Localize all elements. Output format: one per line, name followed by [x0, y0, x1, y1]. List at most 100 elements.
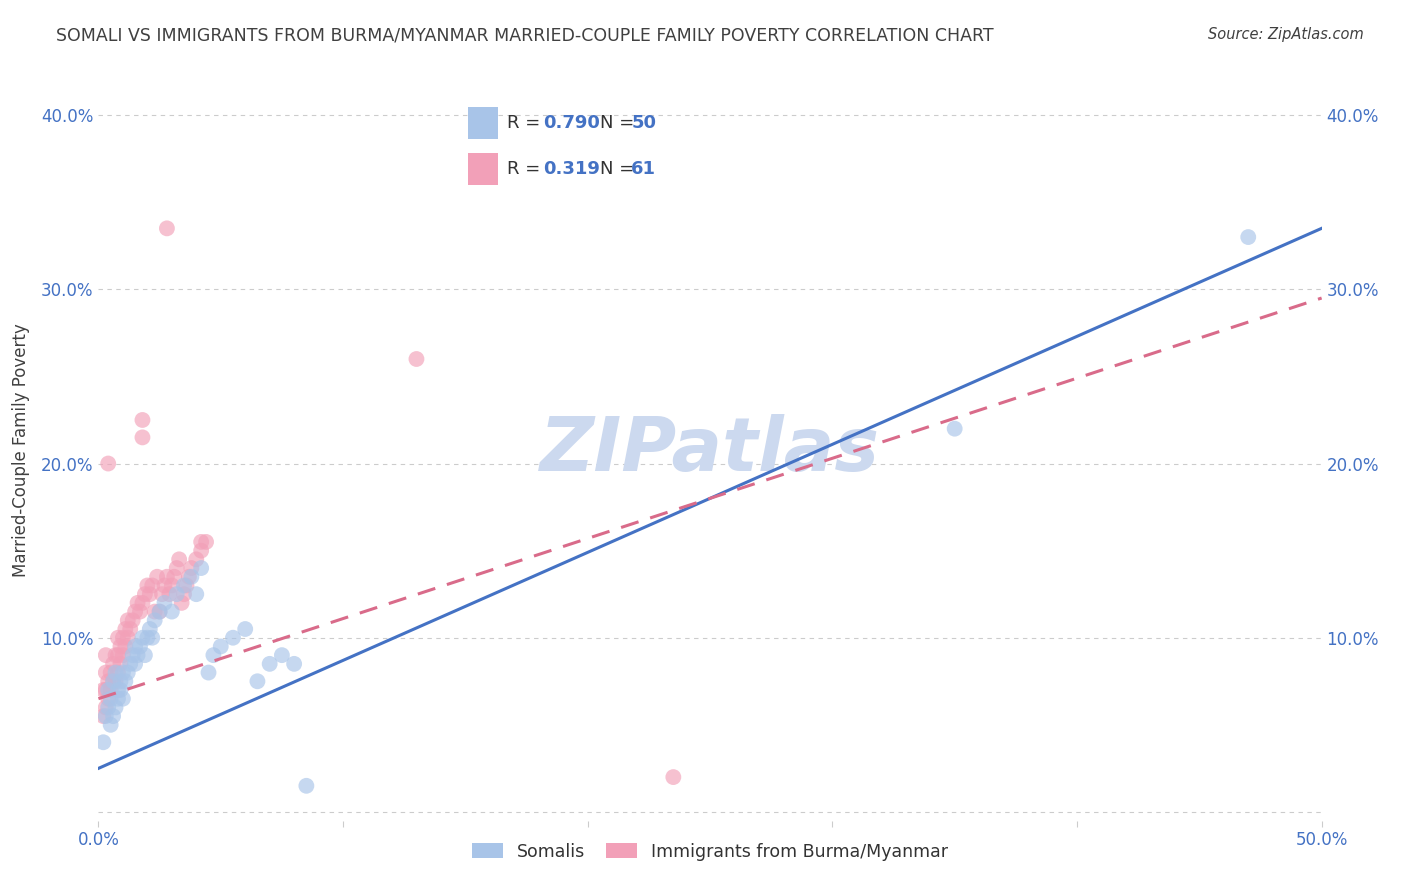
- Point: [141, 631, 163, 645]
- Point: [943, 422, 966, 436]
- Point: [180, 570, 202, 584]
- Point: [120, 622, 142, 636]
- Point: [107, 631, 129, 645]
- Point: [100, 718, 122, 732]
- Point: [127, 648, 149, 662]
- Point: [111, 691, 134, 706]
- Point: [167, 552, 190, 566]
- Point: [110, 640, 132, 654]
- Point: [94, 683, 117, 698]
- Point: [110, 674, 132, 689]
- Point: [146, 570, 169, 584]
- Point: [233, 622, 256, 636]
- Point: [143, 613, 166, 627]
- Point: [202, 648, 225, 662]
- Point: [177, 570, 200, 584]
- Point: [222, 631, 245, 645]
- Point: [156, 570, 179, 584]
- Point: [100, 691, 122, 706]
- Point: [186, 552, 208, 566]
- Point: [166, 587, 188, 601]
- Text: Source: ZipAtlas.com: Source: ZipAtlas.com: [1208, 27, 1364, 42]
- Point: [163, 570, 186, 584]
- Point: [101, 709, 124, 723]
- Point: [1237, 230, 1260, 244]
- Point: [270, 648, 294, 662]
- Point: [170, 596, 193, 610]
- Point: [295, 779, 318, 793]
- Point: [104, 674, 127, 689]
- Point: [134, 648, 156, 662]
- Point: [160, 605, 183, 619]
- Point: [157, 587, 180, 601]
- Point: [107, 683, 129, 698]
- Point: [97, 700, 120, 714]
- Point: [101, 674, 124, 689]
- Legend: Somalis, Immigrants from Burma/Myanmar: Somalis, Immigrants from Burma/Myanmar: [465, 836, 955, 868]
- Point: [121, 648, 143, 662]
- Point: [107, 691, 129, 706]
- Point: [117, 631, 139, 645]
- Point: [127, 596, 149, 610]
- Point: [111, 631, 134, 645]
- Point: [136, 578, 159, 592]
- Point: [150, 587, 173, 601]
- Point: [94, 648, 117, 662]
- Point: [190, 561, 212, 575]
- Point: [246, 674, 269, 689]
- Point: [180, 561, 202, 575]
- Point: [124, 605, 146, 619]
- Point: [259, 657, 281, 671]
- Point: [662, 770, 685, 784]
- Point: [94, 709, 117, 723]
- Point: [173, 578, 195, 592]
- Point: [153, 578, 176, 592]
- Point: [160, 578, 183, 592]
- Point: [94, 700, 117, 714]
- Point: [283, 657, 305, 671]
- Point: [111, 648, 134, 662]
- Point: [131, 596, 153, 610]
- Point: [114, 622, 136, 636]
- Y-axis label: Married-Couple Family Poverty: Married-Couple Family Poverty: [11, 324, 30, 577]
- Point: [173, 587, 195, 601]
- Point: [97, 691, 120, 706]
- Point: [124, 657, 146, 671]
- Text: ZIPatlas: ZIPatlas: [540, 414, 880, 487]
- Point: [104, 648, 127, 662]
- Point: [100, 683, 122, 698]
- Point: [136, 631, 159, 645]
- Point: [129, 605, 152, 619]
- Point: [104, 700, 127, 714]
- Point: [166, 561, 188, 575]
- Point: [111, 665, 134, 680]
- Point: [143, 605, 166, 619]
- Point: [153, 596, 176, 610]
- Point: [104, 665, 127, 680]
- Point: [156, 221, 179, 235]
- Point: [97, 457, 120, 471]
- Point: [114, 674, 136, 689]
- Point: [124, 640, 146, 654]
- Point: [190, 543, 212, 558]
- Point: [110, 657, 132, 671]
- Point: [101, 657, 124, 671]
- Point: [91, 709, 114, 723]
- Point: [114, 640, 136, 654]
- Point: [405, 351, 427, 366]
- Point: [149, 605, 172, 619]
- Point: [117, 613, 139, 627]
- Point: [190, 535, 212, 549]
- Point: [121, 613, 143, 627]
- Point: [131, 413, 153, 427]
- Point: [129, 640, 152, 654]
- Point: [101, 674, 124, 689]
- Point: [100, 665, 122, 680]
- Point: [195, 535, 218, 549]
- Point: [139, 622, 162, 636]
- Point: [110, 683, 132, 698]
- Point: [131, 631, 153, 645]
- Point: [97, 683, 120, 698]
- Point: [186, 587, 208, 601]
- Point: [107, 648, 129, 662]
